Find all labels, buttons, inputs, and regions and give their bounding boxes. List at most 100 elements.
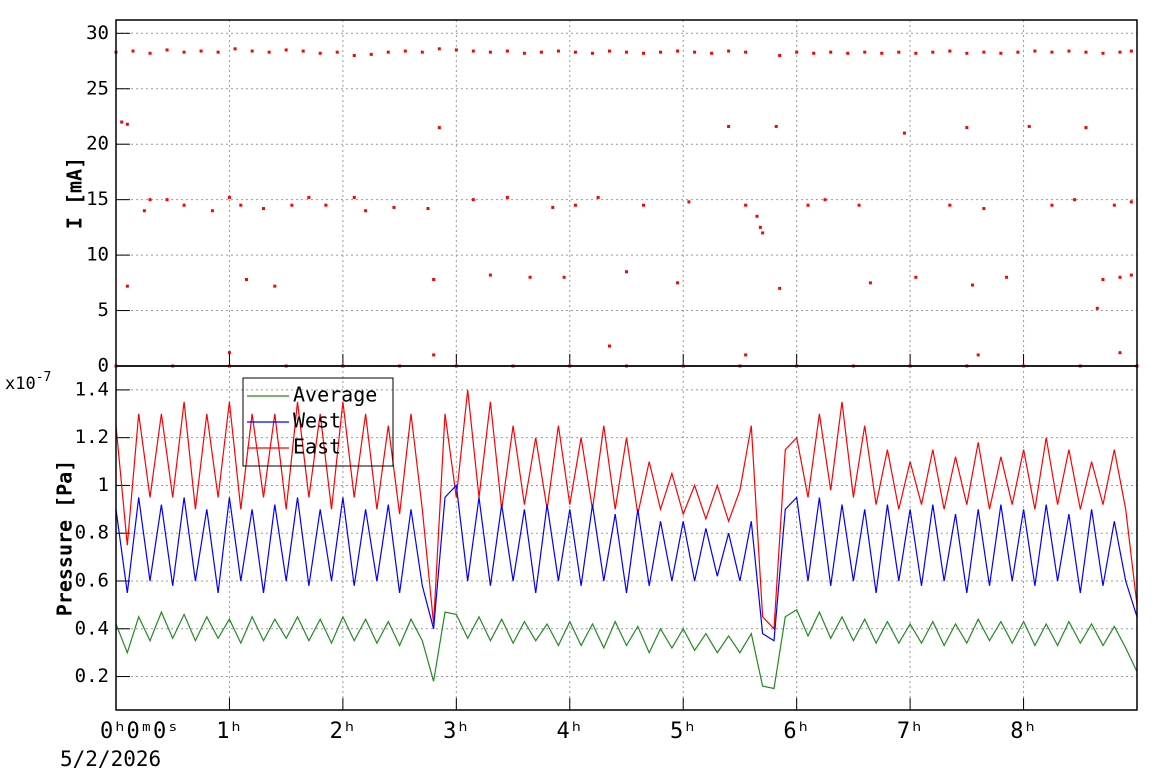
- point: [1095, 306, 1099, 310]
- point: [744, 203, 748, 207]
- point: [505, 49, 509, 53]
- point: [556, 49, 560, 53]
- point: [352, 53, 356, 57]
- point: [897, 50, 901, 54]
- point: [227, 351, 231, 355]
- point: [125, 122, 129, 126]
- x-tick-label: 1ʰ: [216, 719, 243, 744]
- x-date-label: 5/2/2026: [60, 747, 161, 771]
- y-tick-label: 20: [86, 133, 109, 155]
- point: [1027, 124, 1031, 128]
- point: [233, 47, 237, 51]
- point: [437, 126, 441, 130]
- point: [1112, 203, 1116, 207]
- y-tick-label: 1.2: [75, 426, 109, 448]
- point: [1033, 49, 1037, 53]
- point: [454, 48, 458, 52]
- point: [471, 49, 475, 53]
- point: [488, 50, 492, 54]
- point: [131, 49, 135, 53]
- point: [948, 203, 952, 207]
- point: [676, 49, 680, 53]
- x-tick-label: 0ʰ0ᵐ0ˢ: [100, 719, 179, 744]
- point: [727, 124, 731, 128]
- point: [182, 203, 186, 207]
- y-tick-label: 0.4: [75, 617, 109, 639]
- y-tick-label: 1: [98, 474, 109, 496]
- point: [1016, 50, 1020, 54]
- point: [165, 198, 169, 202]
- point: [902, 131, 906, 135]
- y-tick-label: 25: [86, 77, 109, 99]
- point: [250, 49, 254, 53]
- y-tick-label: 1.4: [75, 378, 109, 400]
- point: [227, 195, 231, 199]
- point: [687, 200, 691, 204]
- point: [284, 48, 288, 52]
- point: [1050, 50, 1054, 54]
- multiplier-base: x10: [5, 374, 36, 394]
- y-axis-label: I [mA]: [63, 157, 87, 229]
- point: [307, 195, 311, 199]
- point: [244, 278, 248, 281]
- point: [335, 50, 339, 54]
- point: [199, 49, 203, 53]
- point: [982, 207, 986, 211]
- point: [607, 49, 611, 53]
- point: [857, 203, 861, 207]
- legend-label: Average: [293, 383, 377, 407]
- point: [290, 203, 294, 207]
- frame: [115, 365, 1138, 711]
- point: [528, 275, 532, 279]
- point: [976, 353, 980, 357]
- point: [267, 50, 271, 54]
- point: [774, 124, 778, 128]
- point: [120, 120, 124, 124]
- point: [982, 50, 986, 54]
- legend-box: [242, 377, 394, 467]
- point: [914, 275, 918, 279]
- point: [369, 52, 373, 56]
- point: [1101, 51, 1105, 55]
- point: [239, 203, 243, 207]
- point: [625, 270, 628, 274]
- point: [142, 209, 146, 213]
- legend-label: West: [293, 409, 341, 433]
- point: [1129, 200, 1133, 204]
- point: [522, 51, 526, 55]
- point: [727, 49, 731, 53]
- point: [488, 273, 492, 277]
- point: [432, 278, 436, 281]
- point: [812, 51, 816, 55]
- point: [778, 286, 782, 290]
- point: [795, 50, 799, 54]
- point: [573, 203, 577, 207]
- point: [829, 50, 833, 54]
- point: [573, 50, 577, 54]
- point: [352, 195, 356, 199]
- point: [625, 50, 628, 54]
- point: [590, 51, 594, 55]
- y-tick-label: 0: [98, 355, 109, 377]
- point: [1118, 351, 1122, 355]
- point: [965, 126, 969, 130]
- point: [1129, 273, 1133, 277]
- plot-area: [115, 389, 1138, 690]
- point: [1101, 278, 1105, 281]
- line: [115, 608, 1138, 690]
- point: [710, 51, 714, 55]
- x-tick-label: 6ʰ: [783, 719, 810, 744]
- point: [301, 49, 305, 53]
- point: [1084, 126, 1088, 130]
- point: [392, 205, 396, 209]
- point: [676, 281, 680, 285]
- x-tick-label: 8ʰ: [1010, 719, 1037, 744]
- y-multiplier: x10-7: [5, 370, 51, 395]
- point: [744, 353, 748, 357]
- point: [868, 281, 872, 285]
- point: [324, 203, 328, 207]
- x-tick-label: 3ʰ: [443, 719, 470, 744]
- point: [596, 195, 600, 199]
- point: [1050, 203, 1054, 207]
